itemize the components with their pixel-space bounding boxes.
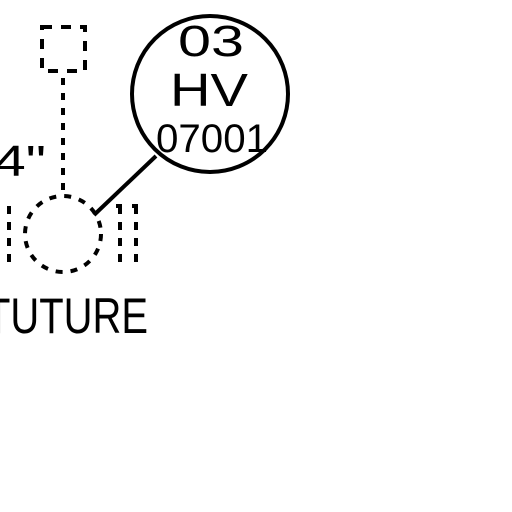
- tag-line-1: 03: [178, 17, 244, 66]
- dashed-circle-symbol: [23, 194, 103, 274]
- tag-bubble: [130, 14, 290, 174]
- dashed-square-symbol: [40, 25, 87, 73]
- fixture-label: TUTURE: [0, 288, 148, 344]
- tag-line-2: HV: [170, 64, 248, 116]
- tag-line-3: 07001: [156, 117, 268, 161]
- dimension-text: 4": [0, 137, 46, 186]
- leader-line: [92, 154, 158, 217]
